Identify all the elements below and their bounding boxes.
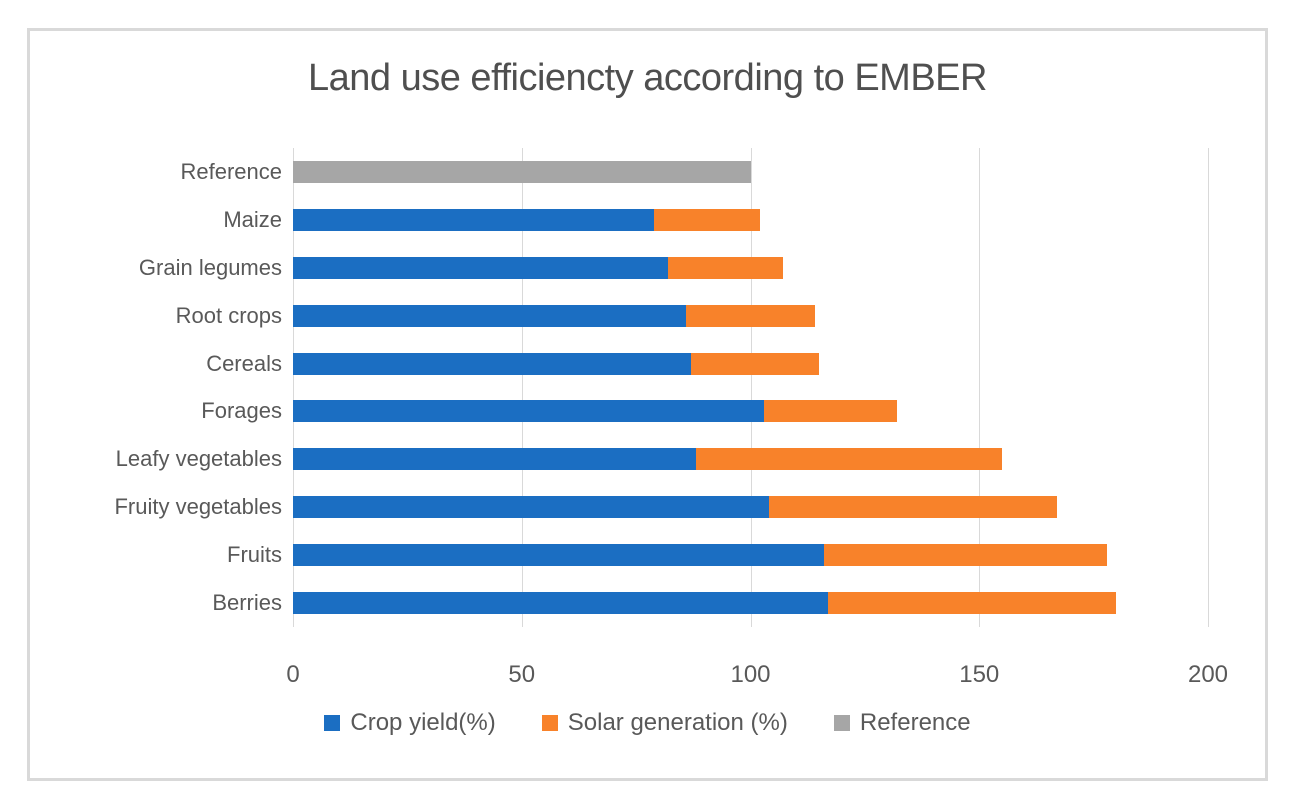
stacked-bar <box>293 448 1208 471</box>
bar-segment-crop-yield <box>293 304 687 327</box>
bar-segment-crop-yield <box>293 208 655 231</box>
bar-row-forages <box>293 387 1208 435</box>
bar-segment-solar-generation <box>828 591 1117 614</box>
gridline <box>293 148 294 627</box>
bar-segment-crop-yield <box>293 352 692 375</box>
bar-segment-solar-generation <box>691 352 820 375</box>
bar-segment-reference <box>293 160 751 183</box>
bar-row-root-crops <box>293 292 1208 340</box>
stacked-bar <box>293 400 1208 423</box>
category-label-grain-legumes: Grain legumes <box>138 254 282 280</box>
bar-row-fruity-vegetables <box>293 483 1208 531</box>
legend-label: Solar generation (%) <box>567 709 788 736</box>
bar-segment-solar-generation <box>764 400 897 423</box>
category-label-cereals: Cereals <box>206 350 282 376</box>
x-axis-labels: 0 50 100 150 200 <box>286 661 1228 691</box>
legend-swatch-icon <box>324 715 341 731</box>
bar-segment-solar-generation <box>768 496 1058 519</box>
bar-row-maize <box>293 196 1208 244</box>
category-label-leafy-vegetables: Leafy vegetables <box>115 446 282 472</box>
legend: Crop yield(%) Solar generation (%) Referen… <box>30 709 1265 737</box>
bar-row-leafy-vegetables <box>293 435 1208 483</box>
gridline <box>750 148 752 627</box>
stacked-bar <box>293 160 1208 183</box>
x-axis-tick-label: 200 <box>1187 661 1229 688</box>
stacked-bar <box>293 591 1208 614</box>
legend-item-solar-generation: Solar generation (%) <box>541 709 788 737</box>
bar-segment-crop-yield <box>293 400 765 423</box>
x-axis-tick-label: 50 <box>508 661 536 688</box>
x-axis-tick-label: 0 <box>286 661 300 688</box>
gridline <box>1208 148 1209 627</box>
stacked-bar <box>293 208 1208 231</box>
bar-segment-solar-generation <box>654 208 760 231</box>
x-axis-tick-label: 100 <box>730 661 771 688</box>
bar-segment-solar-generation <box>668 256 783 279</box>
category-label-reference: Reference <box>180 158 282 184</box>
chart-title: Land use efficiencty according to EMBER <box>308 57 987 99</box>
bar-row-fruits <box>293 531 1208 579</box>
bar-segment-crop-yield <box>293 544 824 567</box>
stacked-bar <box>293 304 1208 327</box>
bar-segment-crop-yield <box>293 591 829 614</box>
category-label-maize: Maize <box>223 206 282 232</box>
legend-label: Reference <box>859 709 971 736</box>
legend-swatch-icon <box>541 715 558 731</box>
chart-frame: Land use efficiencty according to EMBER … <box>27 28 1268 781</box>
stacked-bar <box>293 256 1208 279</box>
legend-item-reference: Reference <box>833 709 971 737</box>
gridline <box>521 148 523 627</box>
stacked-bar <box>293 352 1208 375</box>
bar-segment-crop-yield <box>293 448 696 471</box>
bar-row-grain-legumes <box>293 244 1208 292</box>
bar-row-reference <box>293 148 1208 196</box>
category-label-fruits: Fruits <box>227 542 282 568</box>
bar-segment-solar-generation <box>695 448 1003 471</box>
gridline <box>979 148 981 627</box>
bar-segment-solar-generation <box>686 304 815 327</box>
bar-segment-crop-yield <box>293 496 769 519</box>
category-label-forages: Forages <box>201 398 282 424</box>
category-label-berries: Berries <box>212 590 282 616</box>
bar-row-berries <box>293 579 1208 627</box>
legend-label: Crop yield(%) <box>350 709 496 736</box>
x-axis-tick-label: 150 <box>959 661 1000 688</box>
bar-segment-solar-generation <box>823 544 1108 567</box>
plot-area <box>293 148 1209 627</box>
y-axis-labels: Reference Maize Grain legumes Root crops Cer… <box>30 148 293 627</box>
category-label-root-crops: Root crops <box>175 302 282 328</box>
bar-segment-crop-yield <box>293 256 669 279</box>
stacked-bar <box>293 544 1208 567</box>
legend-swatch-icon <box>833 715 850 731</box>
stacked-bar <box>293 496 1208 519</box>
bar-row-cereals <box>293 340 1208 388</box>
legend-item-crop-yield: Crop yield(%) <box>324 709 496 737</box>
category-label-fruity-vegetables: Fruity vegetables <box>114 494 282 520</box>
